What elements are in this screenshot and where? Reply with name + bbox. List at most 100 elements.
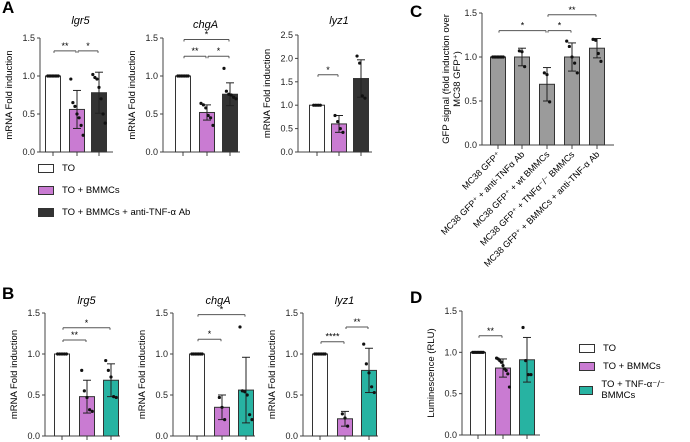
significance-label: ** <box>61 41 69 51</box>
y-axis-label: mRNA Fold induction <box>4 50 15 139</box>
data-point <box>211 123 215 127</box>
legend-label: TO <box>62 163 76 174</box>
data-point <box>106 368 110 372</box>
y-tick-label: 1.5 <box>22 33 35 43</box>
data-point <box>220 405 224 409</box>
chart-title: chgA <box>193 19 218 31</box>
data-point <box>222 66 226 70</box>
data-point <box>570 55 574 59</box>
data-point <box>200 352 204 356</box>
bar <box>175 75 191 153</box>
significance-label: **** <box>325 332 340 342</box>
y-axis-label: mRNA Fold induction <box>137 330 148 419</box>
y-tick-label: 0.5 <box>444 389 457 399</box>
data-point <box>340 412 344 416</box>
data-point <box>521 325 525 330</box>
y-tick-label: 1.5 <box>145 33 158 43</box>
data-point <box>248 413 252 417</box>
y-tick-label: 0.0 <box>145 147 158 157</box>
data-point <box>81 133 85 137</box>
bar <box>189 353 205 437</box>
y-tick-label: 0.5 <box>145 109 158 119</box>
data-point <box>575 71 579 75</box>
y-tick-label: 0.0 <box>444 430 457 440</box>
y-tick-label: 1.5 <box>444 306 457 316</box>
data-point <box>314 103 318 107</box>
data-point <box>62 352 66 356</box>
significance-label: * <box>220 305 224 315</box>
y-tick-label: 0.0 <box>22 147 35 157</box>
data-point <box>517 49 521 53</box>
data-point <box>481 350 485 354</box>
legend-swatch <box>38 164 54 173</box>
data-point <box>245 393 249 397</box>
bar <box>312 353 328 437</box>
panel-label-d: D <box>410 288 423 307</box>
data-point <box>238 325 242 329</box>
data-point <box>362 342 366 346</box>
data-point <box>56 74 60 78</box>
chart-title: lyz1 <box>329 15 349 27</box>
data-point <box>364 362 368 366</box>
data-point <box>358 61 362 65</box>
data-point <box>201 103 205 107</box>
data-point <box>79 123 83 127</box>
legend-swatch <box>38 208 54 217</box>
y-tick-label: 1.0 <box>22 71 35 81</box>
data-point <box>82 389 86 393</box>
y-tick-label: 0.0 <box>464 140 477 150</box>
y-axis-label: MC38 GFP⁺) <box>452 51 463 107</box>
bar <box>490 56 506 146</box>
data-point <box>363 96 367 100</box>
chart-title: lrg5 <box>77 295 96 307</box>
legend-swatch <box>579 344 595 353</box>
data-point <box>499 360 503 364</box>
y-axis-label: Luminescence (RLU) <box>426 328 437 417</box>
y-tick-label: 0.0 <box>27 431 40 441</box>
data-point <box>56 352 60 356</box>
bar <box>495 367 511 436</box>
data-point <box>60 352 64 356</box>
bar <box>514 56 530 146</box>
legend-item: TO + BMMCs <box>579 361 661 372</box>
data-point <box>243 390 247 394</box>
data-point <box>75 112 79 116</box>
data-point <box>186 74 190 78</box>
y-axis-label: mRNA Fold induction <box>262 49 273 138</box>
legend-item: TO + BMMCs <box>38 185 120 196</box>
legend-label: TO + BMMCs <box>603 361 661 372</box>
legend-label: TO + TNF-α⁻/⁻ BMMCs <box>601 379 665 401</box>
data-point <box>341 130 345 134</box>
data-point <box>232 95 236 99</box>
panel-label-c: C <box>410 2 423 21</box>
data-point <box>507 385 511 389</box>
y-tick-label: 1.5 <box>280 77 293 87</box>
bar <box>54 353 70 437</box>
y-tick-label: 0.5 <box>285 390 298 400</box>
data-point <box>64 352 68 356</box>
data-point <box>596 51 600 56</box>
significance-label: ** <box>353 317 361 327</box>
x-tick-label: MC38 GFP⁺ + BMMCs + anti-TNF-α Ab <box>482 149 601 268</box>
significance-label: * <box>521 21 525 31</box>
panel-label-a: A <box>2 0 15 17</box>
significance-label: * <box>208 329 212 339</box>
data-point <box>567 44 571 49</box>
data-point <box>523 65 527 69</box>
data-point <box>85 395 89 400</box>
data-point <box>355 54 359 58</box>
data-point <box>224 89 228 93</box>
data-point <box>372 390 376 395</box>
legend-swatch <box>38 186 54 195</box>
legend-item: TO + BMMCs + anti-TNF-α Ab <box>38 207 190 218</box>
legend-swatch <box>579 362 595 371</box>
y-tick-label: 0.5 <box>155 390 168 400</box>
data-point <box>548 100 552 104</box>
y-tick-label: 0.0 <box>285 431 298 441</box>
data-point <box>501 55 505 59</box>
